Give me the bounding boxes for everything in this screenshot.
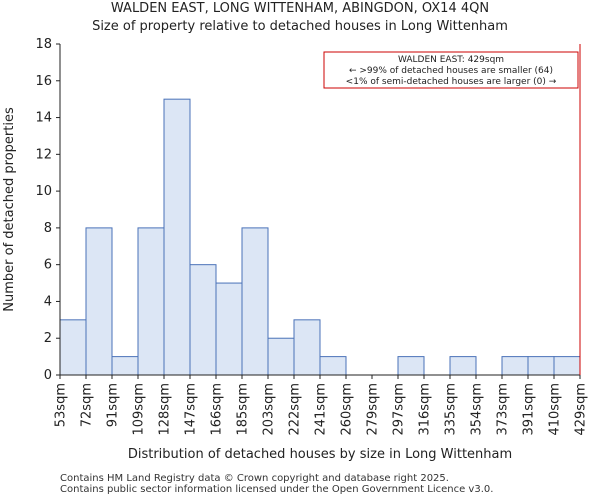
y-ticks-group: 0 2 4 6 8 10 12 14 16 18 [35, 37, 60, 383]
x-tick-label: 354sqm [470, 383, 485, 436]
bar-166sqm [215, 282, 243, 376]
x-tick-label: 391sqm [522, 383, 537, 436]
y-tick-label: 16 [35, 74, 52, 89]
bar-72sqm [85, 227, 113, 376]
x-tick-label: 166sqm [210, 383, 225, 436]
x-tick-label: 429sqm [574, 383, 589, 436]
bar-297sqm [397, 356, 425, 376]
y-tick-label: 4 [44, 294, 52, 309]
x-ticks-group: 53sqm 72sqm 91sqm 109sqm 128sqm 147sqm 166sqm 1… [54, 375, 589, 436]
chart-title-line1: WALDEN EAST, LONG WITTENHAM, ABINGDON, O… [110, 1, 490, 16]
y-tick-label: 18 [35, 37, 52, 52]
x-tick-label: 109sqm [132, 383, 147, 436]
bars-group [59, 98, 581, 376]
y-axis-label: Number of detached properties [2, 107, 17, 312]
annotation-line1: WALDEN EAST: 429sqm [398, 55, 504, 65]
x-tick-label: 128sqm [158, 383, 173, 436]
bar-335sqm [449, 356, 477, 376]
annotation-box: WALDEN EAST: 429sqm ← >99% of detached h… [323, 51, 579, 89]
x-tick-label: 260sqm [340, 383, 355, 436]
y-tick-label: 12 [35, 147, 52, 162]
bar-128sqm [163, 98, 191, 376]
x-tick-label: 316sqm [418, 383, 433, 436]
x-tick-label: 53sqm [54, 383, 69, 427]
x-tick-label: 203sqm [262, 383, 277, 436]
y-tick-label: 14 [35, 111, 52, 126]
footer-line2: Contains public sector information licen… [60, 484, 494, 495]
bar-147sqm [189, 264, 217, 376]
y-tick-label: 0 [44, 368, 52, 383]
bar-109sqm [137, 227, 165, 376]
bar-391sqm [527, 356, 555, 376]
x-tick-label: 91sqm [106, 383, 121, 427]
bar-203sqm [267, 337, 295, 376]
annotation-rect [323, 51, 579, 89]
x-tick-label: 222sqm [288, 383, 303, 436]
x-tick-label: 147sqm [184, 383, 199, 436]
x-tick-label: 72sqm [80, 383, 95, 427]
x-tick-label: 279sqm [366, 383, 381, 436]
bar-410sqm [553, 356, 581, 376]
x-tick-label: 297sqm [392, 383, 407, 436]
x-tick-label: 185sqm [236, 383, 251, 436]
y-tick-label: 6 [44, 258, 52, 273]
chart-title-line2: Size of property relative to detached ho… [92, 19, 508, 34]
bar-373sqm [501, 356, 529, 376]
annotation-line3: <1% of semi-detached houses are larger (… [346, 77, 557, 87]
bar-53sqm [59, 319, 87, 376]
x-axis-label: Distribution of detached houses by size … [128, 447, 512, 462]
y-tick-label: 2 [44, 331, 52, 346]
y-tick-label: 8 [44, 221, 52, 236]
bar-222sqm [293, 319, 321, 376]
bar-185sqm [241, 227, 269, 376]
x-tick-label: 410sqm [548, 383, 563, 436]
bar-91sqm [111, 356, 139, 376]
y-tick-label: 10 [35, 184, 52, 199]
bar-241sqm [319, 356, 347, 376]
annotation-line2: ← >99% of detached houses are smaller (6… [349, 66, 553, 76]
x-tick-label: 241sqm [314, 383, 329, 436]
x-tick-label: 335sqm [444, 383, 459, 436]
footer-line1: Contains HM Land Registry data © Crown c… [60, 473, 449, 484]
x-tick-label: 373sqm [496, 383, 511, 436]
